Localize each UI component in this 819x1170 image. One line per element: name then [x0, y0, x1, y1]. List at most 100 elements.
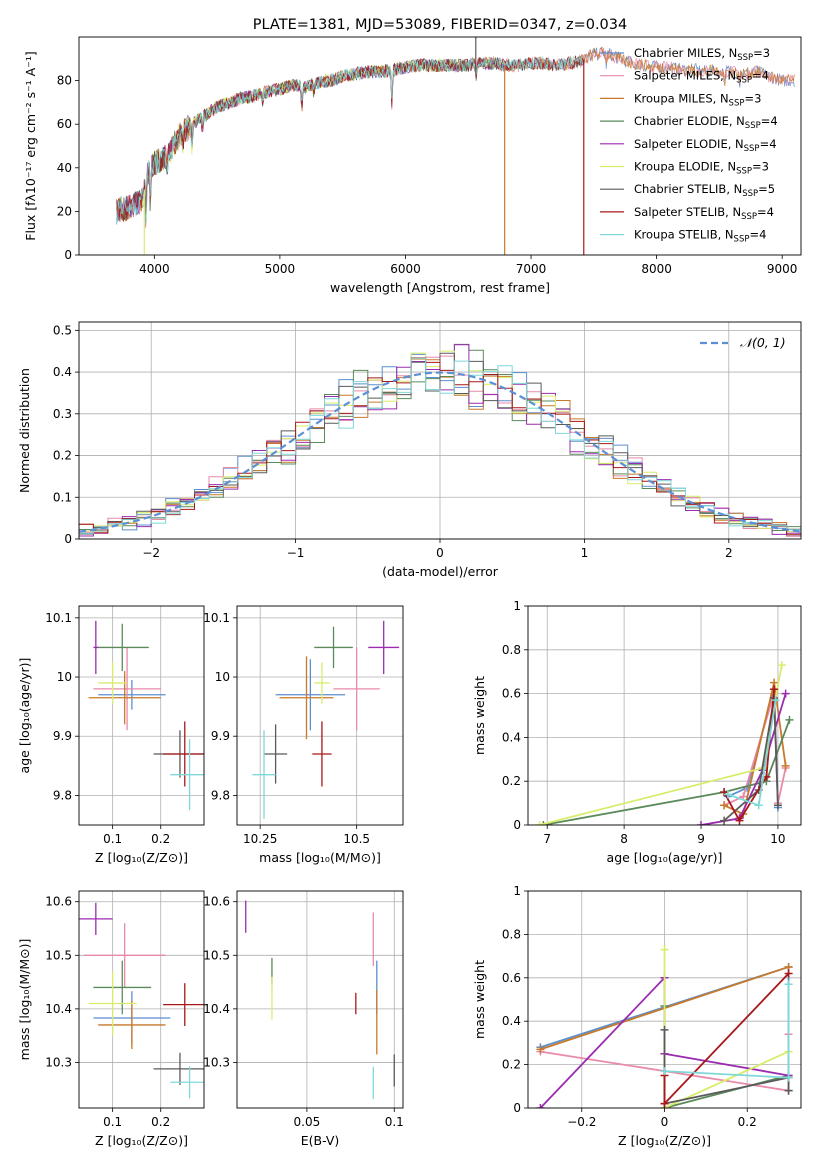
data-point [536, 1104, 545, 1108]
errorbar-chabrier-stelib [153, 1052, 204, 1085]
y-axis-label: mass weight [472, 960, 487, 1039]
errorbar-kroupa-miles [98, 1000, 166, 1050]
legend-tail: =3 [753, 46, 770, 60]
y-tick-label: 10.6 [45, 895, 72, 909]
y-tick-label: 10.4 [203, 1002, 230, 1016]
x-axis-label: E(B-V) [301, 1133, 340, 1148]
x-tick-label: 7000 [516, 262, 547, 276]
x-tick-label: −2 [142, 546, 160, 560]
errorbar-chabrier-elodie [95, 623, 149, 672]
errorbar-salpeter-stelib [163, 983, 204, 1027]
y-tick-label: 10 [57, 670, 72, 684]
x-tick-label: 0.2 [738, 1115, 757, 1129]
legend-label: Kroupa STELIB, N [634, 228, 734, 242]
panel-age-vs-mass: 10.25 10.5 9.8 9.9 10 10.1 mass [log₁₀(M/M⊙)] [203, 605, 404, 865]
errorbar-kroupa-stelib [170, 739, 204, 811]
x-axis-label: mass [log₁₀(M/M⊙)] [259, 850, 381, 865]
x-tick-label: 8000 [641, 262, 672, 276]
data-point [781, 761, 790, 770]
legend-entry: Kroupa MILES, NSSP=3 [634, 91, 761, 108]
x-tick-label: 8 [620, 832, 628, 846]
data-point [781, 689, 790, 698]
legend-label: Chabrier STELIB, N [634, 182, 742, 196]
y-tick-label: 0.2 [502, 1058, 521, 1072]
plot-area-age-vs-Z [88, 620, 204, 811]
data-point [535, 821, 544, 825]
x-tick-label: 10.25 [243, 832, 277, 846]
panel-weight-vs-age: 7 8 9 10 0 0.2 0.4 0.6 0.8 1 age [log₁₀(age/yr)] ma… [472, 599, 802, 865]
errorbar-salpeter-stelib [163, 721, 204, 787]
y-tick-label: 0.4 [502, 730, 521, 744]
x-tick-label: 0.05 [294, 1115, 321, 1129]
y-tick-label: 10.5 [45, 948, 72, 962]
legend-sub: SSP [737, 53, 753, 63]
x-tick-label: 0 [436, 546, 444, 560]
axes-frame [527, 890, 802, 1109]
legend-entry: Chabrier ELODIE, NSSP=4 [634, 114, 778, 131]
normal-curve [79, 371, 801, 533]
y-tick-label: 10.1 [45, 611, 72, 625]
legend-tail: =4 [757, 205, 774, 219]
legend-sub: SSP [736, 167, 752, 177]
x-tick-label: 9000 [767, 262, 798, 276]
legend-label: Chabrier MILES, N [634, 46, 737, 60]
y-tick-label: 0.2 [53, 449, 72, 463]
errorbar-salpeter-miles [93, 647, 161, 731]
x-tick-label: 0.2 [151, 832, 170, 846]
data-point [697, 821, 706, 825]
legend-entry: Salpeter ELODIE, NSSP=4 [634, 137, 777, 154]
histogram-salpeter-stelib [79, 357, 801, 538]
errorbar-kroupa-stelib [170, 1066, 204, 1099]
series-line-salpeter-elodie [700, 693, 787, 825]
legend-tail: =4 [752, 69, 769, 83]
y-tick-label: 10.6 [203, 895, 230, 909]
legend-tail: =4 [749, 228, 766, 242]
legend-label: Salpeter MILES, N [634, 69, 736, 83]
errorbar-chabrier-miles [275, 659, 346, 731]
data-point [784, 1086, 793, 1095]
data-point [770, 685, 779, 694]
data-point [784, 969, 793, 978]
errorbar-chabrier-elodie [314, 626, 353, 669]
legend-sub: SSP [742, 189, 758, 199]
legend-entry: Kroupa STELIB, NSSP=4 [634, 228, 766, 245]
legend-label: Salpeter STELIB, N [634, 205, 741, 219]
y-tick-label: 0.5 [53, 323, 72, 337]
series-line-kroupa-stelib [664, 984, 790, 1079]
errorbar-kroupa-miles [88, 671, 161, 725]
y-axis-label: mass weight [472, 676, 487, 755]
y-tick-label: 10.3 [203, 1055, 230, 1069]
y-tick-label: 9.9 [211, 729, 230, 743]
series-line-salpeter-stelib [663, 972, 790, 1106]
y-tick-label: 60 [57, 117, 72, 131]
x-axis-label: age [log₁₀(age/yr)] [607, 850, 723, 865]
errorbar-salpeter-miles [83, 923, 166, 988]
x-axis-label: Z [log₁₀(Z/Z⊙)] [618, 1133, 711, 1148]
x-tick-label: 5000 [265, 262, 296, 276]
y-tick-label: 0.4 [502, 1014, 521, 1028]
x-tick-label: 10 [770, 832, 785, 846]
y-tick-label: 0 [513, 818, 521, 832]
normal-legend-label: 𝒩(0, 1) [740, 335, 786, 350]
errorbar-kroupa-elodie [98, 662, 128, 704]
y-tick-label: 40 [57, 161, 72, 175]
plot-area-spectrum [116, 37, 795, 255]
legend-entry: Kroupa ELODIE, NSSP=3 [634, 160, 769, 177]
y-tick-label: 0.3 [53, 407, 72, 421]
legend-tail: =4 [761, 114, 778, 128]
data-point [660, 1025, 669, 1034]
x-tick-label: 6000 [390, 262, 421, 276]
x-tick-label: 1 [581, 546, 589, 560]
errorbar-salpeter-miles [333, 647, 380, 731]
data-point [785, 715, 794, 724]
y-tick-label: 20 [57, 204, 72, 218]
errorbar-kroupa-miles [279, 656, 334, 740]
plot-area-weight-vs-Z [536, 945, 793, 1108]
errorbar-kroupa-stelib [252, 730, 276, 820]
spectrum-line-salpeter-stelib [116, 55, 584, 223]
y-tick-label: 1 [513, 599, 521, 613]
panel-mass-vs-EBV: 0.05 0.1 10.3 10.4 10.5 10.6 E(B-V) [203, 890, 404, 1148]
data-point [771, 696, 780, 705]
errorbar-salpeter-elodie [93, 620, 99, 675]
